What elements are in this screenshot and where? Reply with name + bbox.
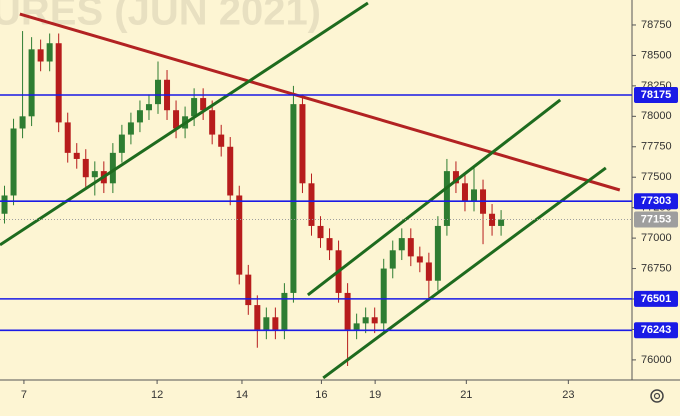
candle-body [371,317,378,324]
settings-icon[interactable] [650,389,664,403]
x-tick-label: 23 [562,389,574,401]
watermark: URES (JUN 2021) [0,0,321,34]
candle-body [145,104,152,111]
last-price-label: 77153 [641,213,672,225]
y-tick-label: 78000 [641,110,672,122]
candle-body [416,256,423,263]
candle-body [191,98,198,117]
candle-body [308,183,315,226]
candle-body [64,122,71,153]
level-label-box [634,87,678,103]
x-tick-label: 21 [460,389,472,401]
y-tick-label: 78750 [641,19,672,31]
level-label: 78175 [641,89,672,101]
candle-body [46,43,53,62]
trend-line [306,98,562,297]
level-label: 76501 [641,293,672,305]
y-tick-label: 77750 [641,141,672,153]
candle-body [218,134,225,147]
candle-body [136,110,143,123]
level-label-box [634,290,678,307]
candle-body [19,116,26,129]
candle-body [353,323,360,330]
candle-body [245,274,252,306]
candle-body [299,104,306,184]
candle-body [254,305,261,330]
x-tick-label: 7 [21,389,27,401]
candle-body [317,225,324,239]
candle-body [10,128,17,196]
candle-body [173,110,180,129]
candle-body [407,238,414,257]
y-tick-label: 76000 [641,354,672,366]
level-label-box [634,322,678,339]
candle-body [37,49,44,62]
candle-body [55,43,62,123]
level-label-box [634,193,678,210]
candle-body [389,250,396,269]
candle-body [118,134,125,153]
candle-body [127,122,134,135]
candle-body [344,292,351,330]
candle-body [461,183,468,202]
candle-body [28,49,35,117]
candle-body [434,225,441,281]
candle-body [425,262,432,281]
candle-body [82,158,89,178]
x-tick-label: 14 [236,389,248,401]
y-tick-label: 76750 [641,262,672,274]
candle-body [73,152,80,159]
candle-body [471,189,477,202]
candle-body [236,195,243,275]
candle-body [109,152,116,184]
candle-body [209,110,216,135]
last-price-box [634,211,678,228]
candle-body [155,79,161,105]
candle-body [398,238,405,251]
candle-body [290,104,297,293]
candle-body [91,171,98,178]
x-tick-label: 12 [151,389,163,401]
trend-line [19,12,621,192]
candle-body [498,219,505,226]
candle-body [362,317,369,324]
candle-body [281,292,288,330]
candle-body [200,98,207,111]
level-label: 77303 [641,195,672,207]
y-tick-label: 77500 [641,171,672,183]
x-tick-label: 16 [315,389,327,401]
candle-body [452,171,459,184]
trend-line [322,166,607,380]
plot-area [0,1,621,380]
y-tick-label: 78500 [641,49,672,61]
candle-body [1,195,8,214]
level-label: 76243 [641,324,672,336]
candle-body [380,268,387,324]
trend-line [0,1,369,247]
candle-body [272,317,279,330]
y-tick-label: 77000 [641,232,672,244]
candle-body [263,317,270,330]
candle-body [326,238,333,251]
x-tick-label: 19 [369,389,381,401]
candle-body [227,146,234,196]
candle-body [443,171,450,226]
